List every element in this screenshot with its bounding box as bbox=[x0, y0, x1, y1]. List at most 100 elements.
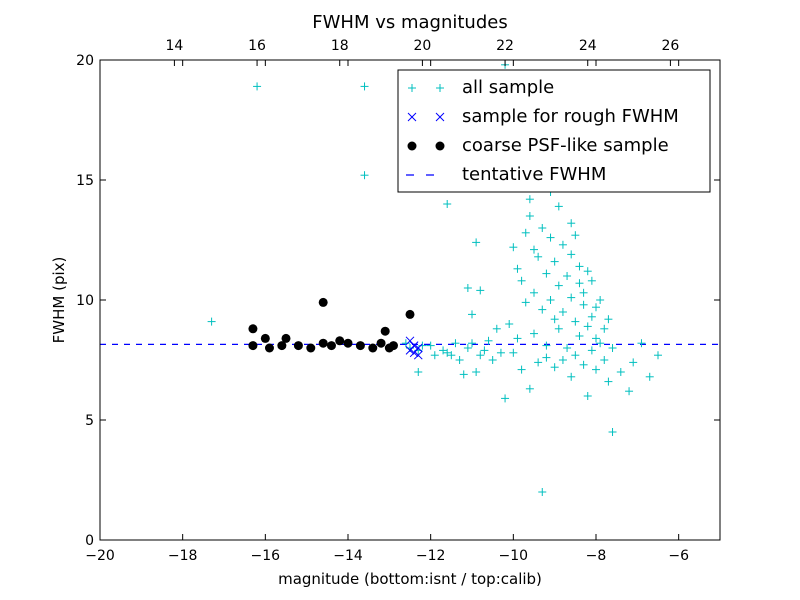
data-point-psf-like bbox=[293, 341, 303, 351]
data-point-all-sample bbox=[472, 238, 481, 247]
data-point-all-sample bbox=[567, 293, 576, 302]
top-x-tick-label: 14 bbox=[165, 38, 183, 54]
data-point-all-sample bbox=[571, 231, 580, 240]
data-point-all-sample bbox=[525, 212, 534, 220]
data-point-psf-like bbox=[376, 338, 386, 348]
data-point-all-sample bbox=[554, 202, 563, 211]
data-point-all-sample bbox=[488, 356, 497, 364]
data-point-all-sample bbox=[616, 368, 625, 376]
data-point-all-sample bbox=[546, 233, 555, 242]
x-axis-top: 14 16 18 20 22 24 26 bbox=[165, 38, 679, 66]
data-point-all-sample bbox=[439, 346, 448, 355]
cross-b bbox=[435, 112, 445, 122]
data-point-all-sample bbox=[596, 296, 605, 304]
legend-markers bbox=[406, 84, 446, 176]
y-tick-label: 0 bbox=[85, 533, 94, 549]
legend-entry-rough-fwhm: sample for rough FWHM bbox=[462, 106, 679, 127]
data-point-all-sample bbox=[530, 245, 538, 254]
top-x-tick-label: 26 bbox=[661, 38, 679, 54]
data-point-all-sample bbox=[476, 351, 485, 360]
legend-marker-rough-fwhm bbox=[435, 112, 445, 122]
data-point-all-sample bbox=[558, 240, 567, 249]
y-tick-label: 15 bbox=[76, 173, 94, 189]
top-x-tick-label: 22 bbox=[496, 38, 514, 54]
data-point-all-sample bbox=[538, 224, 547, 232]
data-point-psf-like bbox=[335, 336, 345, 346]
data-point-all-sample bbox=[476, 286, 485, 295]
data-point-all-sample bbox=[530, 329, 538, 338]
data-point-all-sample bbox=[447, 351, 456, 360]
data-point-all-sample bbox=[521, 298, 530, 307]
data-point-all-sample bbox=[587, 312, 596, 321]
data-point-all-sample bbox=[463, 284, 472, 292]
data-point-all-sample bbox=[468, 339, 476, 348]
legend-entry-all-sample: all sample bbox=[462, 77, 554, 98]
data-point-all-sample bbox=[575, 262, 584, 271]
data-point-all-sample bbox=[608, 344, 617, 352]
data-point-all-sample bbox=[567, 250, 576, 259]
legend-marker-all-sample bbox=[436, 84, 444, 92]
data-point-all-sample bbox=[608, 428, 617, 436]
data-point-all-sample bbox=[550, 315, 559, 324]
data-point-all-sample bbox=[571, 317, 580, 326]
data-point-all-sample bbox=[550, 257, 559, 266]
top-x-tick-label: 24 bbox=[579, 38, 597, 54]
cross-b bbox=[407, 112, 417, 122]
data-point-all-sample bbox=[463, 344, 472, 352]
data-point-rough-fwhm bbox=[409, 341, 419, 350]
cross-b bbox=[413, 343, 423, 353]
cross-b bbox=[409, 341, 419, 350]
data-point-all-sample bbox=[443, 348, 452, 357]
data-point-all-sample bbox=[558, 308, 567, 316]
data-point-all-sample bbox=[583, 267, 592, 276]
data-point-all-sample bbox=[517, 276, 526, 285]
data-point-all-sample bbox=[492, 324, 501, 333]
plot-area bbox=[100, 60, 720, 496]
data-point-all-sample bbox=[534, 358, 543, 367]
data-point-all-sample bbox=[592, 365, 600, 374]
data-point-psf-like bbox=[388, 341, 398, 351]
legend: all sample sample for rough FWHM coarse … bbox=[397, 69, 711, 193]
data-point-all-sample bbox=[604, 315, 613, 324]
y-axis: 0 5 10 15 20 bbox=[76, 53, 720, 549]
data-point-all-sample bbox=[360, 82, 369, 91]
data-point-all-sample bbox=[645, 372, 654, 381]
x-tick-label: −8 bbox=[586, 548, 607, 564]
data-point-all-sample bbox=[430, 351, 439, 360]
data-point-all-sample bbox=[360, 171, 369, 180]
legend-box bbox=[397, 69, 711, 193]
data-point-all-sample bbox=[542, 341, 551, 350]
data-point-all-sample bbox=[575, 332, 584, 340]
data-point-all-sample bbox=[579, 300, 588, 309]
data-point-all-sample bbox=[558, 356, 567, 364]
data-point-all-sample bbox=[583, 322, 592, 331]
legend-marker-psf-like bbox=[407, 141, 417, 151]
legend-marker-psf-like bbox=[435, 141, 445, 151]
legend-marker-all-sample bbox=[408, 84, 416, 92]
data-point-all-sample bbox=[534, 252, 543, 261]
data-point-all-sample bbox=[592, 303, 600, 312]
data-point-all-sample bbox=[625, 387, 634, 396]
data-point-all-sample bbox=[525, 195, 534, 204]
y-tick-label: 5 bbox=[85, 413, 94, 429]
x-tick-label: −18 bbox=[168, 548, 198, 564]
x-tick-label: −20 bbox=[85, 548, 115, 564]
data-point-all-sample bbox=[480, 346, 489, 355]
data-point-all-sample bbox=[567, 219, 576, 228]
data-point-psf-like bbox=[343, 338, 353, 348]
legend-entry-tentative-fwhm: tentative FWHM bbox=[462, 164, 606, 185]
data-point-psf-like bbox=[248, 341, 258, 351]
data-point-psf-like bbox=[380, 326, 390, 336]
data-point-all-sample bbox=[567, 372, 576, 381]
data-point-all-sample bbox=[546, 296, 555, 304]
x-tick-label: −14 bbox=[333, 548, 363, 564]
y-axis-label: FWHM (pix) bbox=[50, 257, 68, 344]
data-point-all-sample bbox=[637, 339, 646, 348]
data-point-all-sample bbox=[525, 384, 534, 393]
legend-entry-psf-like: coarse PSF-like sample bbox=[462, 135, 669, 156]
data-point-all-sample bbox=[426, 341, 435, 350]
data-point-all-sample bbox=[579, 288, 588, 297]
data-point-psf-like bbox=[264, 343, 274, 353]
cross-b bbox=[405, 336, 415, 346]
